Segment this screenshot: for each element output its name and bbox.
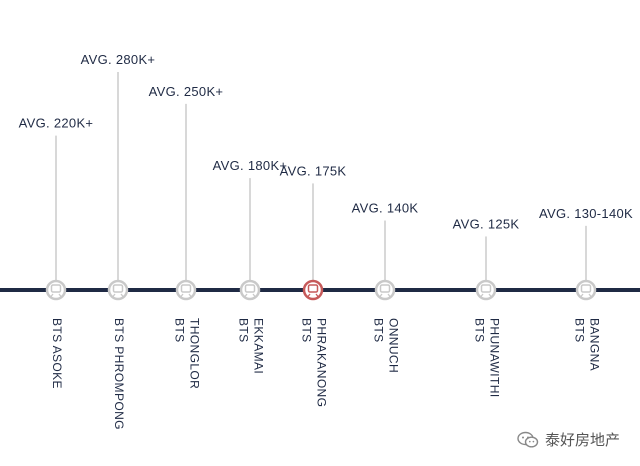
- station-marker: [45, 279, 67, 301]
- price-label: AVG. 250K+: [149, 84, 224, 99]
- station-marker: [575, 279, 597, 301]
- station-marker: [475, 279, 497, 301]
- station-name-label: BTS: [572, 318, 586, 343]
- station-name-label: BTS PHROMPONG: [112, 318, 126, 430]
- price-label: AVG. 180K+: [213, 158, 288, 173]
- station-8: AVG. 130-140K BTS BANGNA: [539, 206, 633, 371]
- station-name-label: BTS: [371, 318, 385, 343]
- price-label: AVG. 175K: [280, 163, 347, 178]
- station-marker: [107, 279, 129, 301]
- station-7: AVG. 125K BTS PHUNAWITHI: [453, 216, 520, 397]
- station-marker-highlighted: [302, 279, 324, 301]
- station-2: AVG. 280K+ BTS PHROMPONG: [81, 52, 156, 430]
- station-name-label: BTS: [472, 318, 486, 343]
- price-label: AVG. 220K+: [19, 116, 94, 131]
- station-5: AVG. 175K BTS PHRAKANONG: [280, 163, 347, 407]
- price-label: AVG. 130-140K: [539, 206, 633, 221]
- station-marker: [175, 279, 197, 301]
- station-name-label: BANGNA: [587, 318, 601, 371]
- station-4: AVG. 180K+ BTS EKKAMAI: [213, 158, 288, 374]
- station-1: AVG. 220K+ BTS ASOKE: [19, 116, 94, 389]
- station-name-label: PHUNAWITHI: [487, 318, 501, 398]
- price-label: AVG. 140K: [352, 201, 419, 216]
- station-name-label: BTS ASOKE: [50, 318, 64, 389]
- station-name-label: EKKAMAI: [251, 318, 265, 374]
- watermark: 泰好房地产: [517, 429, 620, 450]
- station-name-label: BTS: [299, 318, 313, 343]
- station-6: AVG. 140K BTS ONNUCH: [352, 201, 419, 374]
- wechat-icon: [517, 431, 539, 448]
- station-name-label: PHRAKANONG: [314, 318, 328, 407]
- station-name-label: BTS: [172, 318, 186, 343]
- station-name-label: ONNUCH: [386, 318, 400, 373]
- price-label: AVG. 125K: [453, 216, 520, 231]
- watermark-text: 泰好房地产: [544, 431, 620, 449]
- station-name-label: BTS: [236, 318, 250, 343]
- price-label: AVG. 280K+: [81, 52, 156, 67]
- station-marker: [374, 279, 396, 301]
- station-3: AVG. 250K+ BTS THONGLOR: [149, 84, 224, 389]
- station-name-label: THONGLOR: [187, 318, 201, 389]
- station-marker: [239, 279, 261, 301]
